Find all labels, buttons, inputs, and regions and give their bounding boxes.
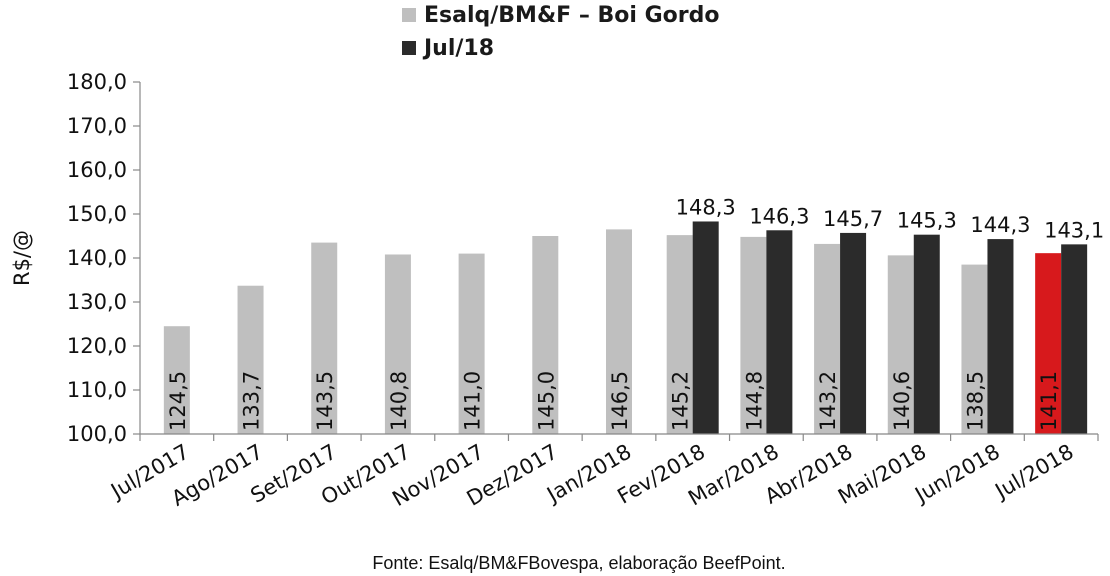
data-label-boi-gordo: 143,5 [313,371,337,431]
y-tick-label: 170,0 [67,114,127,138]
y-tick-label: 130,0 [67,290,127,314]
bar-boi-gordo-set-2017 [311,242,338,434]
y-tick-label: 120,0 [67,334,127,358]
data-label-boi-gordo: 143,2 [816,371,840,431]
x-tick-label: Jul/2018 [990,440,1078,505]
bar-boi-gordo-jun-2018 [961,264,988,434]
bar-jul18-mai-2018 [913,234,940,434]
y-tick-label: 100,0 [67,422,127,446]
data-label-boi-gordo: 144,8 [742,371,766,431]
bar-jul18-jul-2018 [1061,244,1088,434]
data-label-boi-gordo: 140,8 [387,371,411,431]
legend-swatch-0 [402,8,416,22]
data-label-boi-gordo: 133,7 [240,371,264,431]
data-label-jul18: 146,3 [749,204,809,228]
data-label-jul18: 144,3 [970,213,1030,237]
bar-boi-gordo-dez-2017 [532,236,559,434]
bar-boi-gordo-fev-2018 [666,235,693,434]
bar-boi-gordo-abr-2018 [814,243,841,434]
y-tick-label: 150,0 [67,202,127,226]
bar-jul18-mar-2018 [766,230,793,434]
bar-boi-gordo-jan-2018 [606,229,632,434]
x-axis: Jul/2017Ago/2017Set/2017Out/2017Nov/2017… [105,433,1099,511]
data-label-boi-gordo: 146,5 [608,371,632,431]
source-note: Fonte: Esalq/BM&FBovespa, elaboração Bee… [372,553,785,573]
legend-swatch-1 [402,41,416,55]
bar-boi-gordo-mar-2018 [740,236,767,434]
data-label-boi-gordo: 141,0 [461,371,485,431]
legend-label-1: Jul/18 [422,36,494,61]
data-label-jul18: 145,3 [897,209,957,233]
legend: Esalq/BM&F – Boi Gordo Jul/18 [402,3,719,61]
data-label-boi-gordo: 138,5 [963,371,987,431]
bar-boi-gordo-mai-2018 [887,255,914,434]
bars: 124,5 133,7 143,5 140,8 141,0 145,0 146,5 145,2… [163,195,1104,434]
data-label-boi-gordo: 124,5 [166,371,190,431]
data-label-boi-gordo: 145,0 [534,371,558,431]
y-axis-label: R$/@ [10,230,34,286]
bar-jul18-abr-2018 [840,232,867,434]
data-label-boi-gordo: 141,1 [1037,371,1061,431]
y-tick-label: 140,0 [67,246,127,270]
y-axis: 100,0 110,0 120,0 130,0 140,0 150,0 160,0 170,0… [67,70,141,446]
y-tick-label: 180,0 [67,70,127,94]
bar-boi-gordo-out-2017 [384,254,411,434]
bar-boi-gordo-jul-2018 [1035,253,1062,434]
data-label-jul18: 148,3 [676,195,736,219]
bar-boi-gordo-jul-2017 [163,326,190,434]
bar-jul18-fev-2018 [692,221,719,434]
bar-boi-gordo-ago-2017 [237,285,264,434]
bar-jul18-jun-2018 [987,239,1014,434]
legend-label-0: Esalq/BM&F – Boi Gordo [424,3,719,28]
y-tick-label: 110,0 [67,378,127,402]
data-label-jul18: 145,7 [823,207,883,231]
data-label-boi-gordo: 140,6 [890,371,914,431]
data-label-jul18: 143,1 [1044,218,1104,242]
bar-boi-gordo-nov-2017 [458,253,485,434]
y-tick-label: 160,0 [67,158,127,182]
data-label-boi-gordo: 145,2 [669,371,693,431]
